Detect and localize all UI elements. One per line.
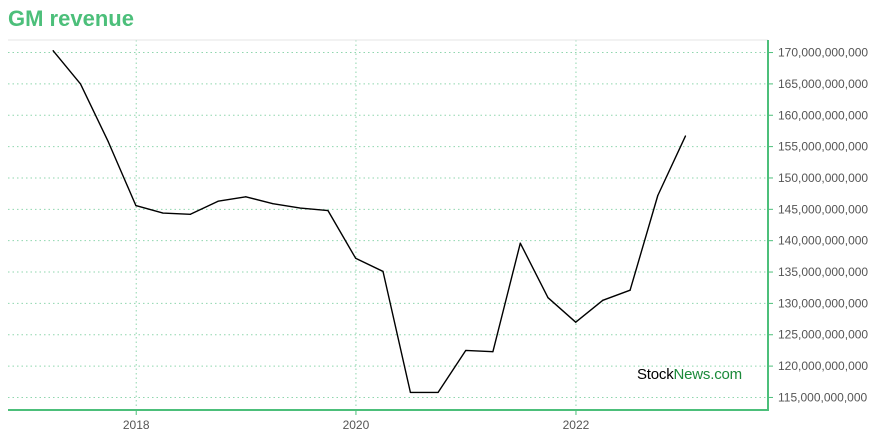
x-tick-label: 2020 — [343, 418, 370, 432]
stocknews-watermark: StockNews.com — [637, 366, 742, 383]
data-point — [465, 349, 467, 352]
data-point — [217, 200, 219, 202]
y-tick-label: 140,000,000,000 — [778, 234, 868, 248]
data-point — [409, 391, 412, 394]
y-tick-label: 135,000,000,000 — [778, 265, 868, 279]
y-tick-label: 130,000,000,000 — [778, 296, 868, 310]
y-tick-label: 155,000,000,000 — [778, 140, 868, 154]
data-point — [355, 257, 357, 259]
y-tick-label: 145,000,000,000 — [778, 202, 868, 216]
data-point — [272, 203, 274, 205]
data-point — [629, 289, 631, 291]
x-axis-tick-labels: 2018 2020 2022 — [123, 418, 590, 432]
x-tick-label: 2018 — [123, 418, 150, 432]
data-point — [575, 321, 577, 323]
data-point — [684, 135, 687, 137]
y-tick-label: 170,000,000,000 — [778, 46, 868, 60]
data-point — [162, 212, 164, 214]
x-tick-label: 2022 — [563, 418, 590, 432]
data-point — [382, 270, 384, 273]
y-tick-label: 150,000,000,000 — [778, 171, 868, 185]
data-point — [519, 242, 521, 244]
data-point — [437, 391, 439, 394]
y-tick-label: 115,000,000,000 — [778, 390, 868, 404]
data-point — [245, 196, 247, 198]
data-point — [107, 140, 109, 143]
grid-lines — [8, 39, 768, 410]
data-point — [79, 83, 82, 85]
watermark-part-stock: Stock — [637, 366, 674, 383]
data-point — [189, 213, 191, 215]
data-point — [299, 207, 301, 209]
data-point — [602, 299, 604, 301]
axes — [8, 40, 773, 415]
y-tick-label: 120,000,000,000 — [778, 359, 868, 373]
y-tick-label: 160,000,000,000 — [778, 108, 868, 122]
y-tick-label: 125,000,000,000 — [778, 328, 868, 342]
series-group — [52, 50, 687, 394]
data-point — [135, 204, 137, 207]
watermark-part-com: .com — [710, 366, 742, 383]
data-point — [327, 209, 329, 212]
data-point — [52, 50, 54, 52]
data-point — [492, 351, 494, 353]
y-tick-label: 165,000,000,000 — [778, 77, 868, 91]
watermark-part-news: News — [673, 366, 711, 383]
chart-title: GM revenue — [8, 6, 134, 31]
revenue-series-line — [52, 50, 687, 394]
data-point — [547, 297, 549, 299]
y-axis-tick-labels: 115,000,000,000 120,000,000,000 125,000,00… — [778, 46, 868, 405]
data-point — [657, 194, 659, 197]
